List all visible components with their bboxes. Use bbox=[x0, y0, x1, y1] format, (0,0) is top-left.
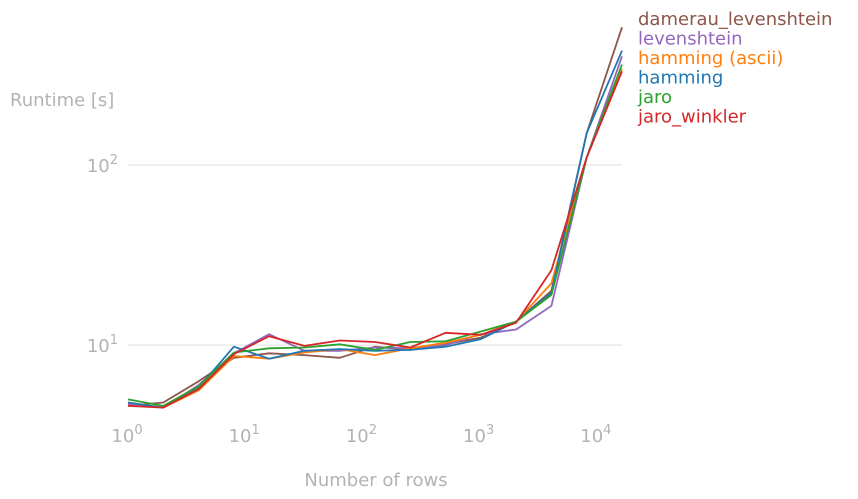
series-lines bbox=[127, 27, 623, 409]
grid-lines bbox=[128, 164, 622, 346]
legend-entry-3: hamming bbox=[638, 68, 723, 89]
series-line-jaro bbox=[127, 64, 623, 407]
x-tick-label-4: 104 bbox=[580, 423, 611, 447]
series-line-hamming bbox=[127, 50, 623, 409]
x-tick-label-1: 101 bbox=[229, 423, 260, 447]
x-tick-label-0: 100 bbox=[111, 423, 142, 447]
series-line-hamming-ascii- bbox=[127, 68, 623, 409]
legend-entry-2: hamming (ascii) bbox=[638, 48, 783, 69]
x-tick-label-2: 102 bbox=[346, 423, 377, 447]
legend-entry-5: jaro_winkler bbox=[637, 107, 747, 128]
x-axis-label: Number of rows bbox=[304, 470, 447, 491]
y-axis-ticks: 101 102 bbox=[87, 153, 118, 357]
y-axis-label: Runtime [s] bbox=[10, 90, 114, 111]
series-line-jaro-winkler bbox=[127, 71, 623, 409]
x-axis-ticks: 100 101 102 103 104 bbox=[111, 423, 611, 447]
legend-entry-1: levenshtein bbox=[638, 29, 743, 50]
legend-entry-0: damerau_levenshtein bbox=[638, 9, 832, 30]
x-tick-label-3: 103 bbox=[463, 423, 494, 447]
y-tick-label-1: 102 bbox=[87, 153, 118, 177]
y-tick-label-0: 101 bbox=[87, 333, 118, 357]
legend-entry-4: jaro bbox=[637, 87, 672, 108]
